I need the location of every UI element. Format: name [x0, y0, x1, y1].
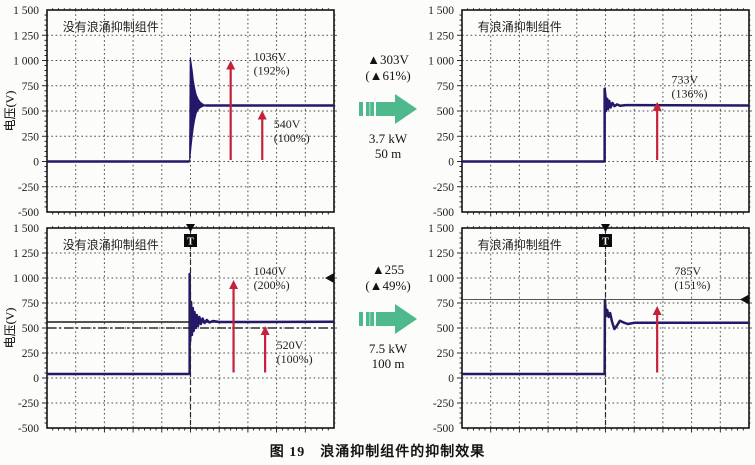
transition-annotation-bottom: ▲255 (▲49%) 7.5 kW 100 m — [333, 262, 443, 371]
figure-caption: 图 19 浪涌抑制组件的抑制效果 — [269, 445, 486, 460]
y-tick-label: 1 250 — [428, 30, 454, 42]
distance-label: 50 m — [374, 146, 402, 161]
signal-trace — [462, 298, 749, 376]
measurement-percent-label: (151%) — [674, 278, 710, 292]
y-tick-label: -500 — [18, 207, 39, 219]
chart-top-right: 1 500 1 250 1 000 750 500 250 0 -250 -500 电压(V) 有浪… — [3, 5, 752, 219]
measurement-value-label: 1040V — [254, 264, 287, 278]
y-tick-label: 1 500 — [428, 5, 454, 17]
y-axis-label: 电压(V) — [3, 91, 17, 132]
y-tick-label: 1 000 — [13, 56, 39, 68]
trigger-arrow-icon — [601, 224, 610, 232]
measurement-value-label: 785V — [674, 264, 701, 278]
y-tick-label: 1 250 — [13, 30, 39, 42]
chart-top-left: 1 500 1 250 1 000 750 500 250 0 -250 -500 电压(V) 没有… — [3, 5, 337, 219]
y-tick-label: -250 — [433, 182, 454, 194]
measurement-arrow-head-icon — [257, 110, 267, 120]
measurement-percent-label: (200%) — [254, 278, 290, 292]
flow-arrow-icon — [359, 94, 417, 124]
y-tick-label: 1 250 — [428, 248, 454, 260]
trigger-label: T — [602, 237, 609, 248]
y-tick-label: 1 000 — [13, 273, 39, 285]
y-tick-label: 500 — [22, 323, 40, 335]
y-tick-label: 1 500 — [13, 223, 39, 235]
distance-label: 100 m — [371, 356, 405, 371]
trigger-label: T — [187, 237, 194, 248]
y-axis-label: 电压(V) — [3, 308, 17, 349]
delta-voltage-label: ▲303V — [367, 52, 409, 67]
y-tick-label: 0 — [448, 157, 454, 169]
measurement-arrow-head-icon — [229, 280, 239, 289]
y-tick-label: 750 — [22, 81, 40, 93]
delta-percent-label: (▲49%) — [365, 278, 411, 293]
measurement-value-label: 520V — [277, 338, 304, 352]
cursor-marker-icon — [740, 294, 749, 305]
signal-trace — [462, 87, 750, 163]
power-label: 7.5 kW — [368, 341, 408, 356]
measurement-value-label: 1036V — [254, 50, 287, 64]
measurement-value-label: 733V — [672, 73, 699, 87]
y-tick-label: -500 — [18, 423, 39, 435]
y-tick-label: 500 — [22, 106, 40, 118]
transition-annotation-top: ▲303V (▲61%) 3.7 kW 50 m — [333, 52, 443, 161]
measurement-arrow-head-icon — [652, 306, 662, 315]
chart-bottom-right: 1 500 1 250 1 000 750 500 250 0 -250 -500 电压(V) 有浪… — [3, 223, 752, 435]
y-tick-label: 1 500 — [428, 223, 454, 235]
measurement-percent-label: (136%) — [672, 87, 708, 101]
delta-voltage-label: ▲255 — [371, 262, 405, 277]
y-axis-label: 电压(V) — [3, 91, 17, 132]
y-tick-label: -250 — [433, 398, 454, 410]
y-axis-label: 电压(V) — [3, 308, 17, 349]
y-tick-label: -500 — [433, 423, 454, 435]
delta-percent-label: (▲61%) — [365, 68, 411, 83]
y-tick-label: 1 000 — [428, 273, 454, 285]
y-tick-label: 750 — [437, 81, 455, 93]
y-tick-label: 1 250 — [13, 248, 39, 260]
y-tick-label: 250 — [437, 131, 455, 143]
y-tick-label: 500 — [437, 323, 455, 335]
measurement-arrow-head-icon — [260, 326, 270, 335]
power-label: 3.7 kW — [368, 131, 408, 146]
measurement-value-label: 540V — [274, 117, 301, 131]
trigger-arrow-icon — [186, 224, 195, 232]
y-tick-label: 0 — [33, 373, 39, 385]
y-tick-label: 0 — [33, 157, 39, 169]
y-tick-label: 1 000 — [428, 56, 454, 68]
y-tick-label: 0 — [448, 373, 454, 385]
y-tick-label: 250 — [22, 131, 40, 143]
flow-arrow-icon — [359, 304, 417, 334]
y-tick-label: 750 — [22, 298, 40, 310]
y-tick-label: 500 — [437, 106, 455, 118]
measurement-percent-label: (192%) — [254, 64, 290, 78]
y-tick-label: 250 — [437, 348, 455, 360]
chart-bottom-left: 1 500 1 250 1 000 750 500 250 0 -250 -500 电压(V) 没有… — [3, 223, 337, 435]
measurement-arrow-head-icon — [226, 60, 236, 70]
chart-title: 有浪涌抑制组件 — [478, 237, 562, 252]
chart-title: 有浪涌抑制组件 — [478, 19, 562, 34]
y-tick-label: -250 — [18, 398, 39, 410]
y-tick-label: 1 500 — [13, 5, 39, 17]
chart-title: 没有浪涌抑制组件 — [63, 19, 159, 34]
measurement-arrow-head-icon — [652, 101, 662, 111]
y-tick-label: -250 — [18, 182, 39, 194]
cursor-marker-icon — [325, 273, 334, 283]
measurement-percent-label: (100%) — [274, 131, 310, 145]
y-tick-label: 250 — [22, 348, 40, 360]
chart-title: 没有浪涌抑制组件 — [63, 237, 159, 252]
measurement-percent-label: (100%) — [277, 352, 313, 366]
surge-burst-envelope — [189, 57, 207, 162]
y-tick-label: -500 — [433, 207, 454, 219]
trigger-marker-icon — [184, 234, 197, 247]
trigger-marker-icon — [599, 234, 612, 247]
y-tick-label: 750 — [437, 298, 455, 310]
